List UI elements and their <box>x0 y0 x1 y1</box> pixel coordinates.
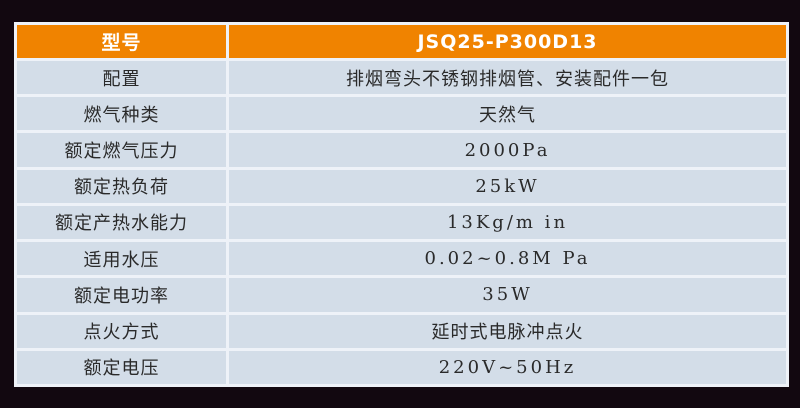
row-label: 额定产热水能力 <box>17 205 226 240</box>
row-label: 配置 <box>17 61 226 95</box>
row-value: 0.02~0.8M Pa <box>229 242 786 276</box>
row-label: 额定燃气压力 <box>17 133 226 167</box>
row-value: 天然气 <box>229 97 786 131</box>
row-value: 220V~50Hz <box>229 350 786 384</box>
header-value: JSQ25-P300D13 <box>229 25 786 58</box>
row-label: 额定电功率 <box>17 278 226 312</box>
row-label: 燃气种类 <box>17 97 226 131</box>
row-value: 2000Pa <box>229 133 786 167</box>
header-label: 型号 <box>17 25 226 58</box>
row-label: 额定电压 <box>17 350 226 384</box>
row-value: 13Kg/m in <box>229 205 786 240</box>
row-value: 25kW <box>229 169 786 203</box>
row-value: 排烟弯头不锈钢排烟管、安装配件一包 <box>229 61 786 95</box>
row-label: 点火方式 <box>17 314 226 348</box>
row-value: 延时式电脉冲点火 <box>229 314 786 348</box>
spec-table: 型号 JSQ25-P300D13 配置 排烟弯头不锈钢排烟管、安装配件一包 燃气… <box>14 22 789 387</box>
row-label: 适用水压 <box>17 242 226 276</box>
row-label: 额定热负荷 <box>17 169 226 203</box>
row-value: 35W <box>229 278 786 312</box>
